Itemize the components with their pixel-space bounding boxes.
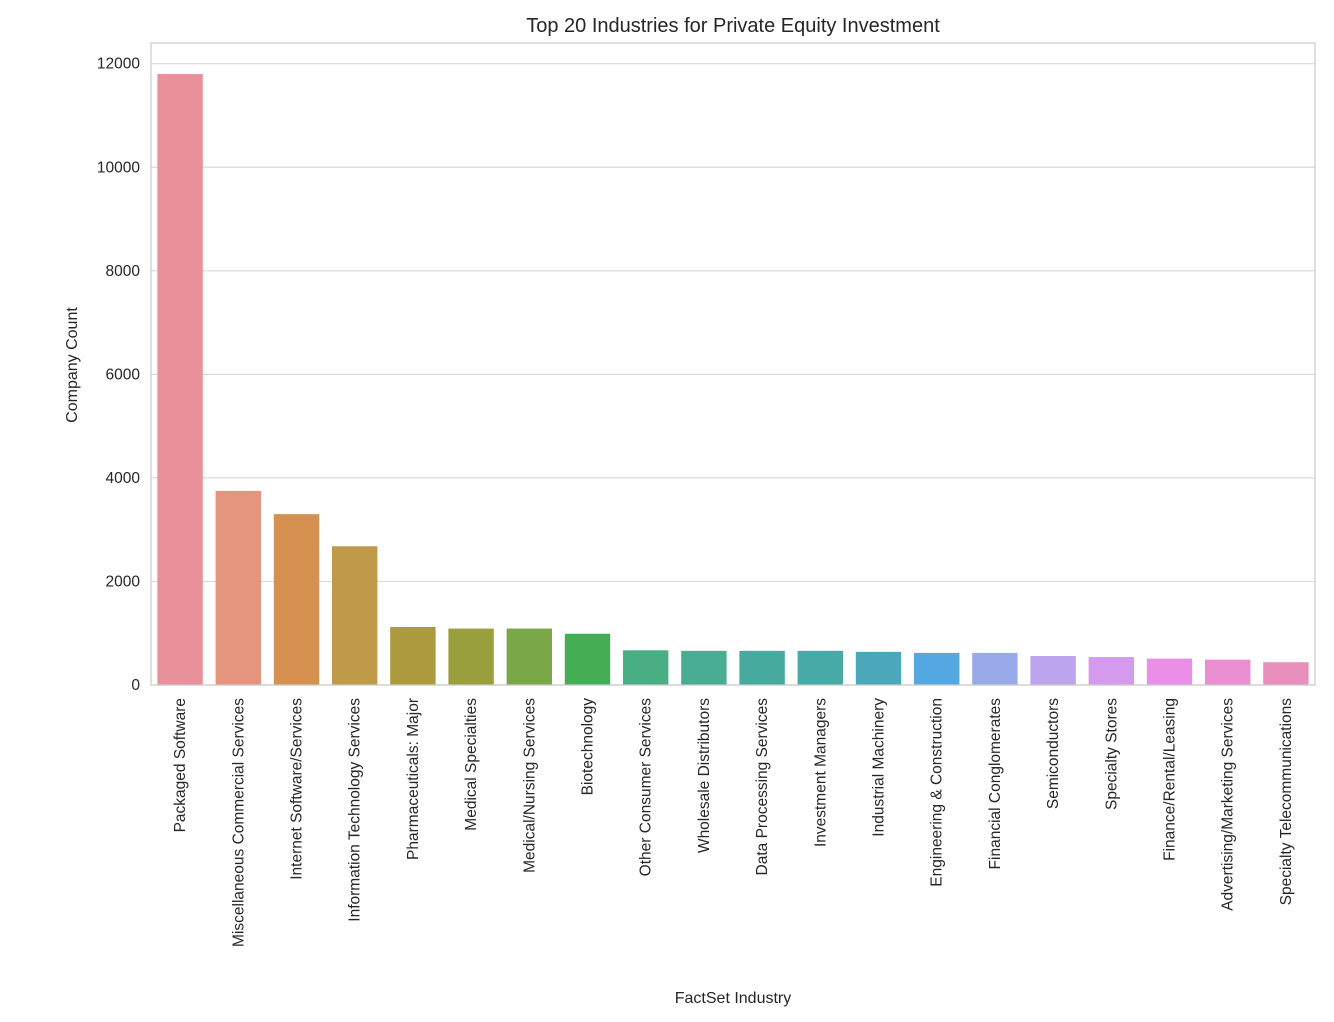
bar [681,650,727,685]
bar [623,650,669,685]
x-tick-label: Investment Managers [812,698,829,847]
x-tick-label: Medical/Nursing Services [521,698,538,873]
x-tick-label: Medical Specialties [463,698,480,831]
x-axis-ticks: Packaged Software Miscellaneous Commercia… [172,698,1295,947]
y-tick-label: 2000 [106,573,141,590]
bar [972,652,1018,685]
bar [1030,656,1076,685]
bars [157,74,1309,685]
x-tick-label: Advertising/Marketing Services [1220,698,1237,911]
y-axis-label: Company Count [64,307,81,423]
y-tick-label: 0 [131,677,140,694]
x-tick-label: Information Technology Services [347,698,364,922]
x-tick-label: Finance/Rental/Leasing [1162,698,1179,861]
y-axis-ticks: 0 2000 4000 6000 8000 10000 12000 [97,56,140,694]
y-tick-label: 12000 [97,56,140,73]
x-tick-label: Wholesale Distributors [696,698,713,853]
bar [448,628,494,685]
bar [273,514,320,685]
y-tick-label: 8000 [106,263,141,280]
bar [215,490,261,685]
bar [1263,662,1309,685]
x-tick-label: Specialty Telecommunications [1278,698,1295,906]
bar [506,628,552,685]
x-tick-label: Miscellaneous Commercial Services [230,698,247,947]
chart-title: Top 20 Industries for Private Equity Inv… [526,15,940,37]
bar [157,74,203,685]
x-tick-label: Pharmaceuticals: Major [405,698,422,860]
x-tick-label: Biotechnology [580,698,597,796]
x-tick-label: Data Processing Services [754,698,771,876]
x-tick-label: Specialty Stores [1103,698,1120,810]
x-tick-label: Packaged Software [172,698,189,832]
x-tick-label: Internet Software/Services [289,698,306,880]
x-tick-label: Other Consumer Services [638,698,655,877]
x-tick-label: Financial Conglomerates [987,698,1004,870]
x-tick-label: Semiconductors [1045,698,1062,809]
bar [739,650,785,685]
bar [855,651,902,685]
plot-frame [150,42,1316,686]
bar [1088,657,1134,685]
bar [914,652,960,685]
bar [390,627,436,685]
bar [1205,659,1251,685]
bar [332,546,378,685]
bar [564,633,611,685]
x-tick-label: Industrial Machinery [871,698,888,837]
x-tick-label: Engineering & Construction [929,698,946,887]
x-axis-label: FactSet Industry [675,990,792,1007]
bar [797,650,843,685]
y-tick-label: 10000 [97,159,140,176]
y-tick-label: 4000 [106,470,141,487]
y-tick-label: 6000 [106,366,141,383]
bar [1146,658,1193,685]
gridlines [151,63,1315,686]
